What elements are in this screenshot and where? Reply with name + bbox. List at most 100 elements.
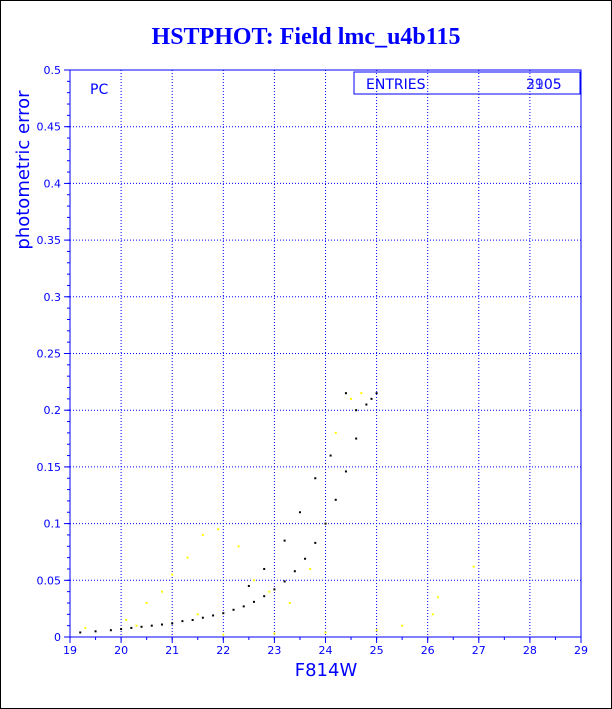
x-axis-label: F814W (295, 660, 358, 681)
x-tick-label: 27 (472, 644, 486, 657)
data-point (94, 630, 97, 633)
data-point (160, 590, 163, 593)
data-point (145, 601, 148, 604)
data-point (324, 522, 327, 525)
data-points (79, 392, 475, 636)
y-tick-label: 0.3 (44, 291, 62, 304)
data-point (273, 632, 276, 635)
data-point (355, 437, 358, 440)
data-point (125, 618, 128, 621)
axis-labels: F814W photometric error (13, 90, 357, 681)
data-point (140, 625, 143, 628)
stats-box-value-1: 2905 (526, 77, 562, 93)
y-tick-label: 0.25 (37, 348, 62, 361)
data-point (120, 628, 123, 631)
x-tick-label: 28 (523, 644, 537, 657)
annotations: PC ENTRIES 2905 3105 (90, 71, 581, 98)
data-point (431, 613, 434, 616)
data-point (242, 605, 245, 608)
data-point (314, 477, 317, 480)
x-tick-label: 25 (370, 644, 384, 657)
y-axis-label: photometric error (13, 90, 34, 250)
data-point (201, 616, 204, 619)
y-tick-label: 0.15 (37, 461, 62, 474)
data-point (160, 623, 163, 626)
data-point (309, 567, 312, 570)
x-tick-label: 29 (574, 644, 588, 657)
data-point (288, 601, 291, 604)
grid (69, 69, 582, 638)
y-tick-label: 0.2 (44, 404, 62, 417)
data-point (355, 409, 358, 412)
stats-box (353, 71, 581, 95)
data-point (135, 624, 138, 627)
stats-box-label: ENTRIES (366, 77, 426, 93)
plot-frame (69, 69, 582, 638)
data-point (222, 612, 225, 615)
data-point (268, 590, 271, 593)
pc-annotation: PC (90, 82, 108, 98)
axes: 19 20 21 22 23 24 25 26 27 28 29 0 0.05 0.1 0.15 0.2 0.2… (37, 64, 589, 657)
y-tick-label: 0.45 (37, 121, 62, 134)
data-point (263, 595, 266, 598)
data-point (329, 454, 332, 457)
x-tick-label: 26 (421, 644, 435, 657)
data-point (109, 629, 112, 632)
data-point (283, 539, 286, 542)
data-point (222, 633, 225, 636)
data-point (212, 614, 215, 617)
y-tick-label: 0 (54, 631, 61, 644)
data-point (324, 631, 327, 634)
data-point (273, 588, 276, 591)
data-point (365, 403, 368, 406)
y-tick-label: 0.1 (44, 518, 62, 531)
x-tick-label: 21 (165, 644, 179, 657)
data-point (196, 613, 199, 616)
data-point (217, 528, 220, 531)
data-point (334, 498, 337, 501)
data-point (232, 608, 235, 611)
data-point (130, 626, 133, 629)
data-point (360, 392, 363, 395)
data-point (436, 596, 439, 599)
data-point (150, 624, 153, 627)
x-tick-label: 24 (319, 644, 333, 657)
x-tick-label: 23 (267, 644, 281, 657)
data-point (283, 580, 286, 583)
data-point (171, 622, 174, 625)
data-point (344, 392, 347, 395)
data-point (171, 573, 174, 576)
stats-box-value-2: 3105 (526, 77, 562, 93)
data-point (344, 470, 347, 473)
chart-title: HSTPHOT: Field lmc_u4b115 (151, 24, 461, 50)
data-point (314, 541, 317, 544)
data-point (181, 620, 184, 623)
data-point (298, 511, 301, 514)
data-point (375, 629, 378, 632)
data-point (252, 579, 255, 582)
data-point (191, 618, 194, 621)
data-point (472, 565, 475, 568)
y-tick-label: 0.5 (44, 64, 62, 77)
data-point (237, 545, 240, 548)
data-point (79, 631, 82, 634)
data-point (304, 557, 307, 560)
data-point (252, 600, 255, 603)
data-point (247, 584, 250, 587)
data-point (186, 556, 189, 559)
x-tick-label: 22 (216, 644, 230, 657)
y-tick-label: 0.35 (37, 234, 62, 247)
x-tick-label: 20 (114, 644, 128, 657)
data-point (370, 397, 373, 400)
data-point (401, 624, 404, 627)
data-point (84, 626, 87, 629)
data-point (201, 533, 204, 536)
y-tick-label: 0.05 (37, 574, 62, 587)
data-point (350, 397, 353, 400)
x-tick-label: 19 (63, 644, 77, 657)
y-tick-label: 0.4 (44, 177, 62, 190)
data-point (375, 392, 378, 395)
data-point (293, 570, 296, 573)
